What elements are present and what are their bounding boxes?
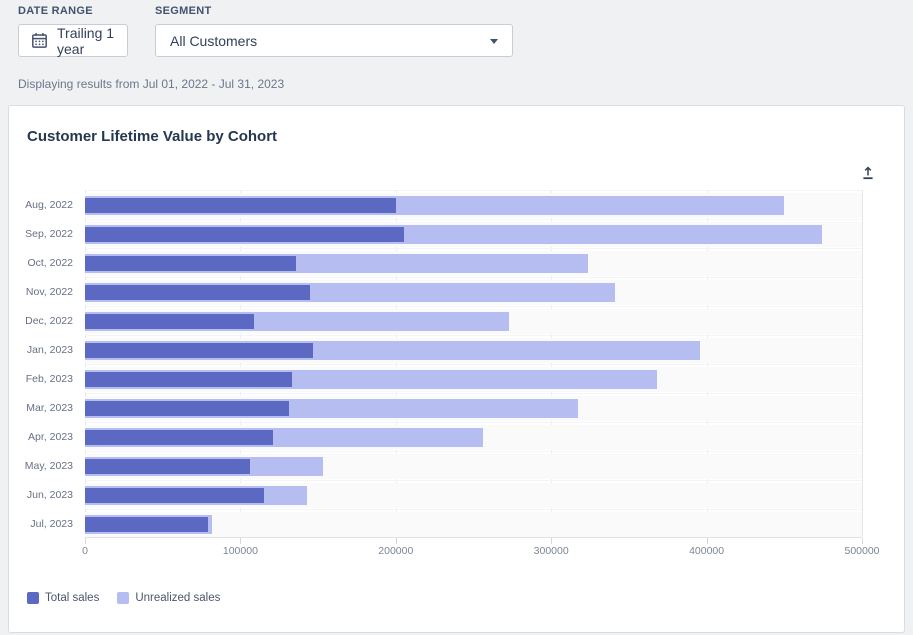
y-axis-label: Apr, 2023 (28, 430, 73, 443)
segment-label: SEGMENT (155, 5, 212, 17)
chevron-down-icon (490, 39, 498, 44)
date-range-value: Trailing 1 year (57, 24, 115, 57)
legend-item[interactable]: Total sales (27, 592, 99, 604)
chart-row (85, 219, 862, 248)
legend-swatch (117, 592, 130, 604)
chart-row (85, 393, 862, 422)
plot-area: 0 100000 200000 300000 400000 500000 (82, 190, 880, 557)
total-sales-bar[interactable] (85, 488, 264, 503)
x-axis-label: 500000 (844, 545, 880, 557)
axis-tick (551, 538, 553, 544)
y-axis-label: Feb, 2023 (25, 372, 73, 385)
axis-tick (240, 538, 242, 544)
total-sales-bar[interactable] (85, 198, 396, 213)
total-sales-bar[interactable] (85, 372, 292, 387)
vertical-gridline (706, 190, 708, 537)
y-axis-label: Aug, 2022 (25, 198, 73, 211)
x-axis-label: 200000 (378, 545, 414, 557)
chart-rows (85, 190, 862, 537)
y-axis-label: Mar, 2023 (26, 401, 73, 414)
export-icon[interactable] (858, 163, 878, 183)
date-range-button[interactable]: Trailing 1 year (18, 24, 128, 57)
total-sales-bar[interactable] (85, 517, 208, 532)
vertical-gridline (395, 190, 397, 537)
axis-tick (706, 538, 708, 544)
clv-chart-card: Customer Lifetime Value by Cohort Aug, 2… (8, 105, 905, 633)
x-axis-label: 100000 (222, 545, 258, 557)
axis-tick (862, 538, 863, 544)
y-axis-label: Dec, 2022 (25, 314, 73, 327)
y-axis-label: Sep, 2022 (25, 227, 73, 240)
chart-row (85, 480, 862, 509)
y-axis-label: Jul, 2023 (30, 517, 73, 530)
chart-row (85, 364, 862, 393)
y-axis-label: Nov, 2022 (25, 285, 73, 298)
x-axis-label: 0 (82, 545, 88, 557)
vertical-gridline (85, 190, 86, 537)
chart-row (85, 277, 862, 306)
chart-row (85, 190, 862, 219)
calendar-icon (31, 32, 48, 49)
y-axis-label: May, 2023 (24, 459, 73, 472)
axis-tick (85, 538, 86, 544)
x-axis-labels: 0 100000 200000 300000 400000 500000 (82, 545, 879, 559)
total-sales-bar[interactable] (85, 314, 255, 329)
chart-row (85, 306, 862, 335)
vertical-gridline (240, 190, 242, 537)
y-axis-label: Oct, 2022 (27, 256, 73, 269)
chart-legend: Total sales Unrealized sales (27, 592, 220, 604)
total-sales-bar[interactable] (85, 401, 289, 416)
total-sales-bar[interactable] (85, 343, 314, 358)
results-range-text: Displaying results from Jul 01, 2022 - J… (18, 77, 285, 91)
row-band (85, 512, 862, 537)
y-axis-label: Jun, 2023 (26, 488, 73, 501)
vertical-gridline (551, 190, 553, 537)
legend-label: Unrealized sales (135, 592, 221, 604)
chart-title: Customer Lifetime Value by Cohort (27, 128, 278, 145)
y-axis-labels: Aug, 2022 Sep, 2022 Oct, 2022 Nov, 2022 Dec,… (9, 190, 73, 538)
total-sales-bar[interactable] (85, 285, 311, 300)
x-axis-label: 400000 (689, 545, 725, 557)
y-axis-label: Jan, 2023 (26, 343, 73, 356)
chart-row (85, 335, 862, 364)
chart-row (85, 248, 862, 277)
chart-row (85, 422, 862, 451)
total-sales-bar[interactable] (85, 459, 250, 474)
chart-row (85, 451, 862, 480)
vertical-gridline (862, 190, 863, 537)
total-sales-bar[interactable] (85, 227, 404, 242)
total-sales-bar[interactable] (85, 256, 297, 271)
axis-tick (395, 538, 397, 544)
chart-row (85, 509, 862, 538)
legend-item[interactable]: Unrealized sales (117, 592, 220, 604)
segment-value: All Customers (170, 32, 258, 49)
legend-swatch (27, 592, 39, 604)
date-range-label: DATE RANGE (18, 5, 93, 17)
segment-dropdown[interactable]: All Customers (155, 24, 513, 57)
x-axis-label: 300000 (533, 545, 569, 557)
total-sales-bar[interactable] (85, 430, 274, 445)
legend-label: Total sales (45, 592, 100, 604)
